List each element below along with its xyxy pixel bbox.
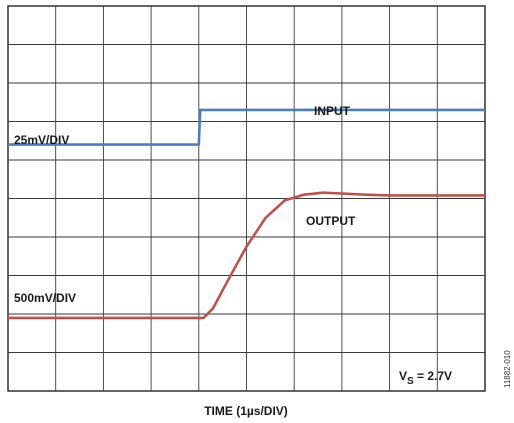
input-scale-label: 25mV/DIV (14, 133, 69, 147)
output-trace-label: OUTPUT (306, 214, 356, 228)
output-trace (8, 191, 485, 320)
supply-symbol: V (399, 369, 407, 383)
supply-subscript: S (407, 376, 414, 387)
traces (8, 108, 485, 320)
supply-voltage-annotation: VS = 2.7V (399, 369, 452, 387)
supply-value: = 2.7V (414, 369, 452, 383)
output-scale-label: 500mV/DIV (14, 291, 76, 305)
input-trace (8, 108, 485, 146)
x-axis-label: TIME (1µs/DIV) (204, 404, 288, 418)
figure-id: 11882-010 (503, 350, 512, 388)
input-trace-label: INPUT (314, 104, 351, 118)
grid (8, 6, 485, 391)
